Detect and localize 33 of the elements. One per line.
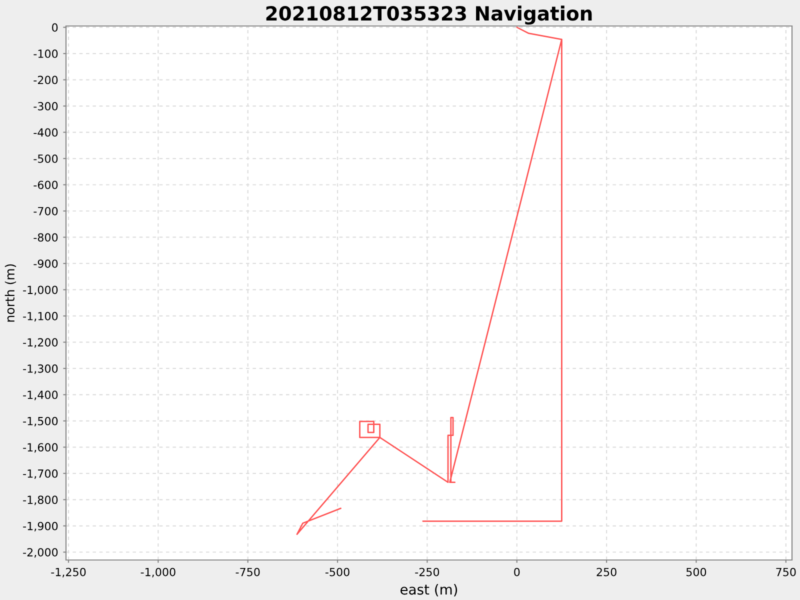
y-tick-label: -400 (34, 128, 58, 137)
x-tick-label: 0 (514, 568, 520, 576)
y-tick-label: -1,000 (23, 286, 58, 296)
x-tick-label: -750 (236, 568, 260, 576)
x-tick-label: 750 (776, 568, 796, 576)
x-tick-label: 500 (686, 568, 706, 576)
y-tick-label: -900 (34, 259, 58, 268)
y-tick-label: -1,500 (23, 416, 58, 426)
x-axis-title: east (m) (400, 584, 458, 596)
y-tick-label: -300 (34, 102, 58, 110)
y-tick-label: -2,000 (23, 548, 58, 558)
y-tick-label: -1,600 (23, 443, 58, 453)
y-tick-label: -100 (34, 50, 58, 58)
y-tick-label: -1,200 (23, 338, 58, 348)
y-tick-label: -1,300 (23, 364, 58, 374)
x-tick-label: -250 (415, 568, 440, 576)
y-tick-label: -500 (34, 154, 58, 163)
y-tick-label: -1,800 (23, 496, 58, 506)
y-tick-label: -1,700 (23, 469, 58, 479)
y-tick-label: -800 (34, 233, 58, 242)
chart-title: 20210812T035323 Navigation (266, 6, 592, 25)
y-tick-label: -1,400 (23, 390, 58, 400)
y-tick-label: -200 (34, 76, 58, 84)
y-axis-title: north (m) (4, 264, 16, 322)
x-tick-label: 250 (596, 568, 616, 576)
x-tick-label: -1,000 (140, 568, 176, 578)
x-tick-label: -1,250 (51, 568, 86, 578)
y-tick-label: 0 (52, 23, 58, 32)
y-tick-label: -600 (34, 180, 58, 190)
y-tick-label: -700 (34, 206, 58, 216)
x-tick-label: -500 (325, 568, 350, 576)
y-tick-label: -1,100 (23, 312, 58, 322)
y-tick-label: -1,900 (23, 522, 58, 532)
